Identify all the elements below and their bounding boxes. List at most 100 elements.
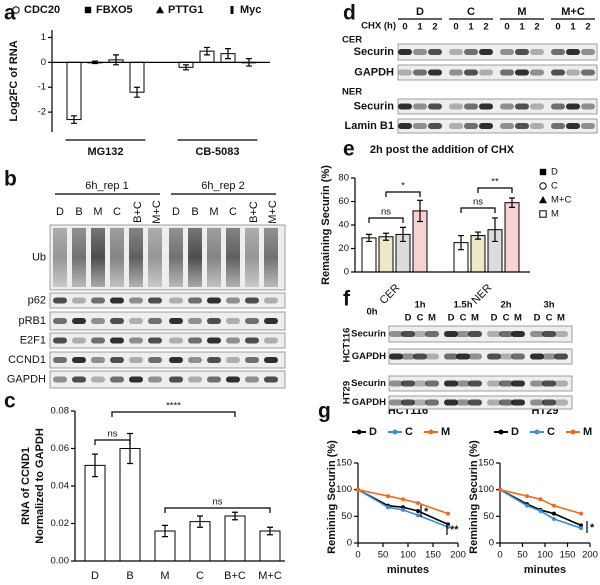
band	[413, 103, 427, 110]
lane-label: D	[172, 206, 180, 218]
band	[428, 49, 442, 55]
significance-bracket	[368, 217, 404, 223]
significance-bracket	[111, 411, 236, 417]
band	[542, 353, 556, 360]
section-label: CER	[342, 35, 362, 46]
legend-label: M	[583, 426, 592, 438]
band	[551, 49, 565, 55]
legend-label: PTTG1	[168, 4, 203, 16]
band	[264, 297, 278, 304]
x-tick-label: 150	[560, 550, 576, 561]
band	[129, 357, 143, 363]
time-label: 1h	[414, 300, 425, 311]
bar	[259, 530, 281, 562]
band	[468, 331, 482, 337]
lane-label: D	[405, 313, 412, 324]
band	[413, 49, 427, 55]
lane-label: M+C	[151, 200, 163, 224]
row-label: GAPDH	[354, 66, 394, 78]
x-axis-label: minutes	[524, 564, 566, 576]
legend-marker	[392, 429, 398, 435]
y-tick-label: 100	[336, 484, 352, 495]
legend-label: D	[511, 426, 519, 438]
y-tick-label: -2	[38, 107, 46, 118]
point	[538, 509, 543, 513]
x-tick-label: B	[126, 570, 133, 582]
error-bar	[400, 226, 406, 243]
y-axis-label: RNA of CCND1	[20, 447, 32, 525]
y-tick-label: 0.02	[51, 518, 70, 529]
band	[530, 69, 544, 76]
legend-marker	[156, 6, 164, 14]
x-tick-label: M	[160, 570, 169, 582]
band	[425, 353, 439, 360]
lane-label: C	[503, 313, 510, 324]
annotation: ns	[107, 429, 117, 440]
point	[416, 513, 420, 518]
band	[413, 399, 427, 406]
band	[554, 353, 568, 360]
annotation: *	[424, 506, 429, 518]
point	[552, 517, 556, 521]
band	[53, 357, 67, 363]
band	[188, 337, 202, 344]
band	[401, 353, 415, 360]
band	[207, 337, 221, 344]
error-bar	[509, 197, 515, 208]
band	[444, 380, 458, 387]
x-tick-label: 50	[378, 550, 389, 561]
section-label: HT29	[342, 381, 353, 404]
band	[91, 337, 105, 344]
point	[579, 526, 583, 531]
point	[401, 507, 405, 512]
blot	[49, 311, 286, 331]
band	[413, 123, 427, 129]
x-tick-label: 0	[497, 550, 502, 561]
legend-label: M	[441, 426, 450, 438]
band	[530, 49, 544, 55]
lane-label: M	[471, 313, 479, 324]
band	[551, 123, 565, 129]
lane-label: C	[113, 206, 121, 218]
lane-label: M	[428, 313, 436, 324]
x-tick-label: 200	[450, 550, 466, 561]
band	[226, 297, 240, 304]
x-tick-label: B+C	[224, 570, 246, 582]
point	[356, 487, 360, 492]
blot-group-label: M+C	[561, 6, 585, 18]
band	[479, 49, 493, 55]
y-tick-label: 0	[489, 538, 494, 549]
band	[449, 123, 463, 129]
legend-label: C	[551, 181, 558, 192]
legend-label: CDC20	[24, 4, 60, 16]
bar	[84, 464, 106, 562]
lane-label: D	[491, 313, 498, 324]
blot	[49, 370, 286, 389]
legend-label: M	[551, 209, 559, 220]
lane-label: 1	[570, 22, 576, 33]
annotation: **	[450, 524, 459, 536]
smear	[91, 228, 105, 287]
x-tick-label: MG132	[87, 146, 123, 158]
band	[226, 318, 240, 324]
y-tick-label: 0	[344, 267, 349, 278]
significance-bracket	[385, 191, 421, 197]
band	[148, 376, 162, 383]
band	[530, 380, 544, 387]
band	[468, 380, 482, 387]
blot	[49, 292, 286, 309]
band	[500, 49, 514, 55]
y-axis-label: Remining Securin (%)	[468, 440, 480, 554]
legend-label: C	[405, 426, 413, 438]
legend-label: M+C	[551, 195, 571, 206]
band	[530, 331, 544, 337]
band	[148, 318, 162, 324]
significance-bracket	[477, 187, 513, 193]
band	[479, 103, 493, 110]
band	[530, 103, 544, 110]
point	[386, 505, 390, 510]
x-tick-label: 100	[537, 550, 553, 561]
x-tick-label: 100	[400, 550, 416, 561]
lane-label: M	[209, 206, 218, 218]
